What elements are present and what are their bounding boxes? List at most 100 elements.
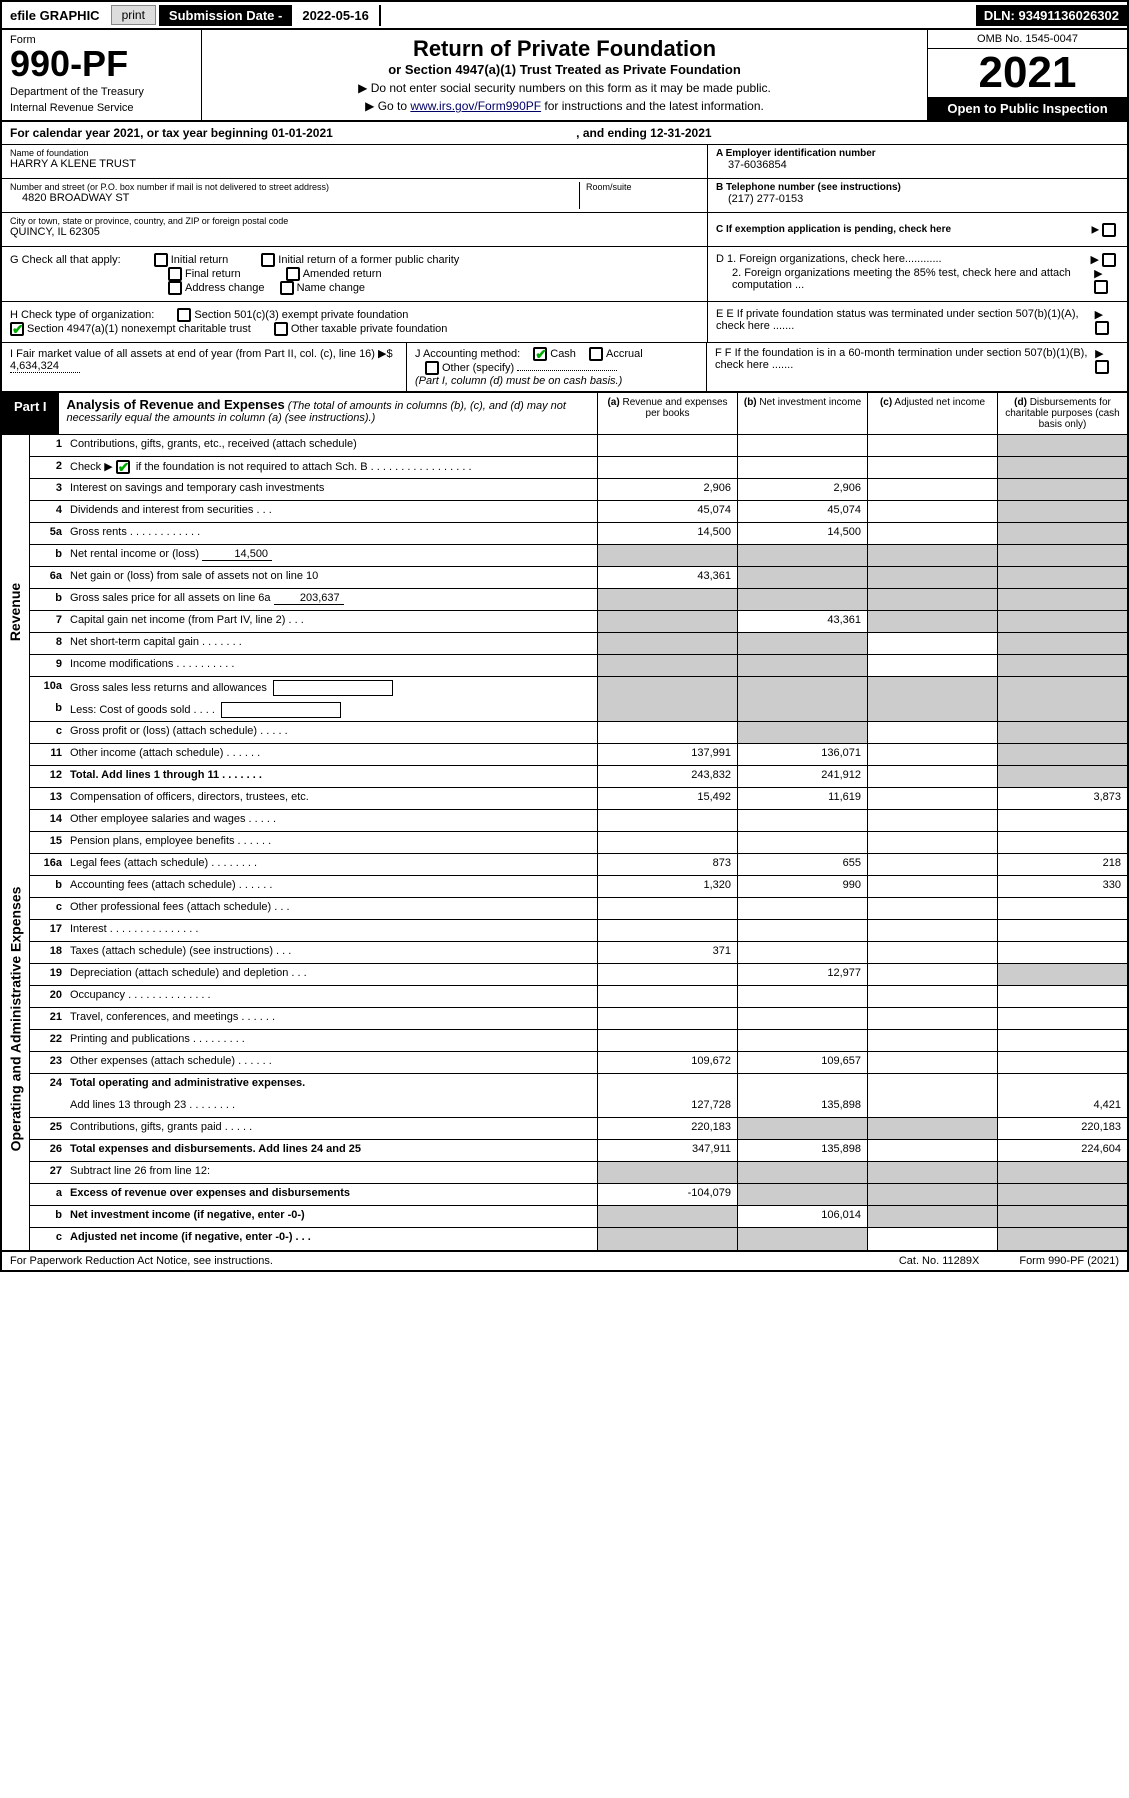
- cal-end: , and ending 12-31-2021: [576, 126, 711, 140]
- section-f: F F If the foundation is in a 60-month t…: [707, 343, 1127, 391]
- checkbox-addr-change[interactable]: [168, 281, 182, 295]
- checkbox-f[interactable]: [1095, 360, 1109, 374]
- checkbox-other-tax[interactable]: [274, 322, 288, 336]
- checkbox-4947[interactable]: [10, 322, 24, 336]
- expenses-section: Operating and Administrative Expenses 13…: [0, 788, 1129, 1252]
- val-5b: 14,500: [202, 548, 272, 561]
- section-h: H Check type of organization: Section 50…: [2, 302, 707, 342]
- note-goto: ▶ Go to www.irs.gov/Form990PF for instru…: [208, 99, 921, 113]
- header-center: Return of Private Foundation or Section …: [202, 30, 927, 120]
- checkbox-d1[interactable]: [1102, 253, 1116, 267]
- val-24d: 4,421: [997, 1096, 1127, 1117]
- val-16ab: 655: [737, 854, 867, 875]
- section-g: G Check all that apply: Initial return I…: [2, 247, 707, 301]
- line-9: Income modifications . . . . . . . . . .: [66, 655, 597, 676]
- val-23b: 109,657: [737, 1052, 867, 1073]
- val-6aa: 43,361: [597, 567, 737, 588]
- checkbox-initial[interactable]: [154, 253, 168, 267]
- section-ijf: I Fair market value of all assets at end…: [0, 343, 1129, 393]
- checkbox-e[interactable]: [1095, 321, 1109, 335]
- cash-label: Cash: [550, 348, 576, 360]
- form-number: 990-PF: [10, 46, 193, 82]
- page-footer: For Paperwork Reduction Act Notice, see …: [0, 1252, 1129, 1272]
- entity-info: Name of foundation HARRY A KLENE TRUST N…: [0, 145, 1129, 247]
- line-11: Other income (attach schedule) . . . . .…: [66, 744, 597, 765]
- checkbox-final[interactable]: [168, 267, 182, 281]
- section-i: I Fair market value of all assets at end…: [2, 343, 407, 391]
- checkbox-cash[interactable]: [533, 347, 547, 361]
- amended-return: Amended return: [303, 268, 382, 280]
- other-tax-label: Other taxable private foundation: [291, 323, 448, 335]
- val-6b: 203,637: [274, 592, 344, 605]
- revenue-section: Revenue 1Contributions, gifts, grants, e…: [0, 435, 1129, 788]
- checkbox-c[interactable]: [1102, 223, 1116, 237]
- section-c: C If exemption application is pending, c…: [708, 213, 1127, 247]
- line-27b: Net investment income (if negative, ente…: [66, 1206, 597, 1227]
- part1-title: Analysis of Revenue and Expenses (The to…: [59, 393, 597, 434]
- col-d-head: (d) Disbursements for charitable purpose…: [997, 393, 1127, 434]
- line-21: Travel, conferences, and meetings . . . …: [66, 1008, 597, 1029]
- val-26b: 135,898: [737, 1140, 867, 1161]
- checkbox-initial-former[interactable]: [261, 253, 275, 267]
- tel-cell: B Telephone number (see instructions) (2…: [708, 179, 1127, 213]
- val-25d: 220,183: [997, 1118, 1127, 1139]
- val-12b: 241,912: [737, 766, 867, 787]
- val-11b: 136,071: [737, 744, 867, 765]
- efile-label: efile GRAPHIC: [2, 5, 108, 26]
- cat-number: Cat. No. 11289X: [899, 1255, 980, 1267]
- line-3: Interest on savings and temporary cash i…: [66, 479, 597, 500]
- line-10a: Gross sales less returns and allowances: [66, 677, 597, 699]
- checkbox-d2[interactable]: [1094, 280, 1108, 294]
- room-label: Room/suite: [586, 182, 699, 192]
- checkbox-name-change[interactable]: [280, 281, 294, 295]
- val-4a: 45,074: [597, 501, 737, 522]
- line-8: Net short-term capital gain . . . . . . …: [66, 633, 597, 654]
- g-label: G Check all that apply:: [10, 254, 121, 266]
- val-16ad: 218: [997, 854, 1127, 875]
- checkbox-amended[interactable]: [286, 267, 300, 281]
- line-24: Total operating and administrative expen…: [66, 1074, 597, 1096]
- val-24a: 127,728: [597, 1096, 737, 1117]
- line-22: Printing and publications . . . . . . . …: [66, 1030, 597, 1051]
- print-button[interactable]: print: [111, 5, 156, 25]
- part1-title-text: Analysis of Revenue and Expenses: [67, 397, 285, 412]
- irs-label: Internal Revenue Service: [10, 102, 193, 114]
- line-26: Total expenses and disbursements. Add li…: [66, 1140, 597, 1161]
- city-state-zip: QUINCY, IL 62305: [10, 226, 699, 238]
- line-27a: Excess of revenue over expenses and disb…: [66, 1184, 597, 1205]
- val-16ba: 1,320: [597, 876, 737, 897]
- checkbox-accrual[interactable]: [589, 347, 603, 361]
- checkbox-501c3[interactable]: [177, 308, 191, 322]
- tel-label: B Telephone number (see instructions): [716, 182, 1119, 193]
- val-16bd: 330: [997, 876, 1127, 897]
- val-7b: 43,361: [737, 611, 867, 632]
- val-13a: 15,492: [597, 788, 737, 809]
- val-26d: 224,604: [997, 1140, 1127, 1161]
- line-27: Subtract line 26 from line 12:: [66, 1162, 597, 1183]
- address-cell: Number and street (or P.O. box number if…: [2, 179, 707, 213]
- checkbox-other-method[interactable]: [425, 361, 439, 375]
- val-5ab: 14,500: [737, 523, 867, 544]
- open-inspection: Open to Public Inspection: [928, 97, 1127, 120]
- col-a-head: (a) Revenue and expenses per books: [597, 393, 737, 434]
- irs-link[interactable]: www.irs.gov/Form990PF: [410, 99, 541, 113]
- val-3a: 2,906: [597, 479, 737, 500]
- col-c-head: (c) Adjusted net income: [867, 393, 997, 434]
- dept-treasury: Department of the Treasury: [10, 86, 193, 98]
- line-23: Other expenses (attach schedule) . . . .…: [66, 1052, 597, 1073]
- val-27aa: -104,079: [597, 1184, 737, 1205]
- line-2: Check ▶ if the foundation is not require…: [66, 457, 597, 478]
- header-right: OMB No. 1545-0047 2021 Open to Public In…: [927, 30, 1127, 120]
- val-5aa: 14,500: [597, 523, 737, 544]
- section-e: E E If private foundation status was ter…: [707, 302, 1127, 342]
- foundation-name-cell: Name of foundation HARRY A KLENE TRUST: [2, 145, 707, 179]
- j-label: J Accounting method:: [415, 348, 520, 360]
- checkbox-schb[interactable]: [116, 460, 130, 474]
- city-label: City or town, state or province, country…: [10, 216, 699, 226]
- j-note: (Part I, column (d) must be on cash basi…: [415, 375, 622, 387]
- line-16a: Legal fees (attach schedule) . . . . . .…: [66, 854, 597, 875]
- tax-year: 2021: [928, 49, 1127, 97]
- val-12a: 243,832: [597, 766, 737, 787]
- h-label: H Check type of organization:: [10, 309, 154, 321]
- col-b-head: (b) Net investment income: [737, 393, 867, 434]
